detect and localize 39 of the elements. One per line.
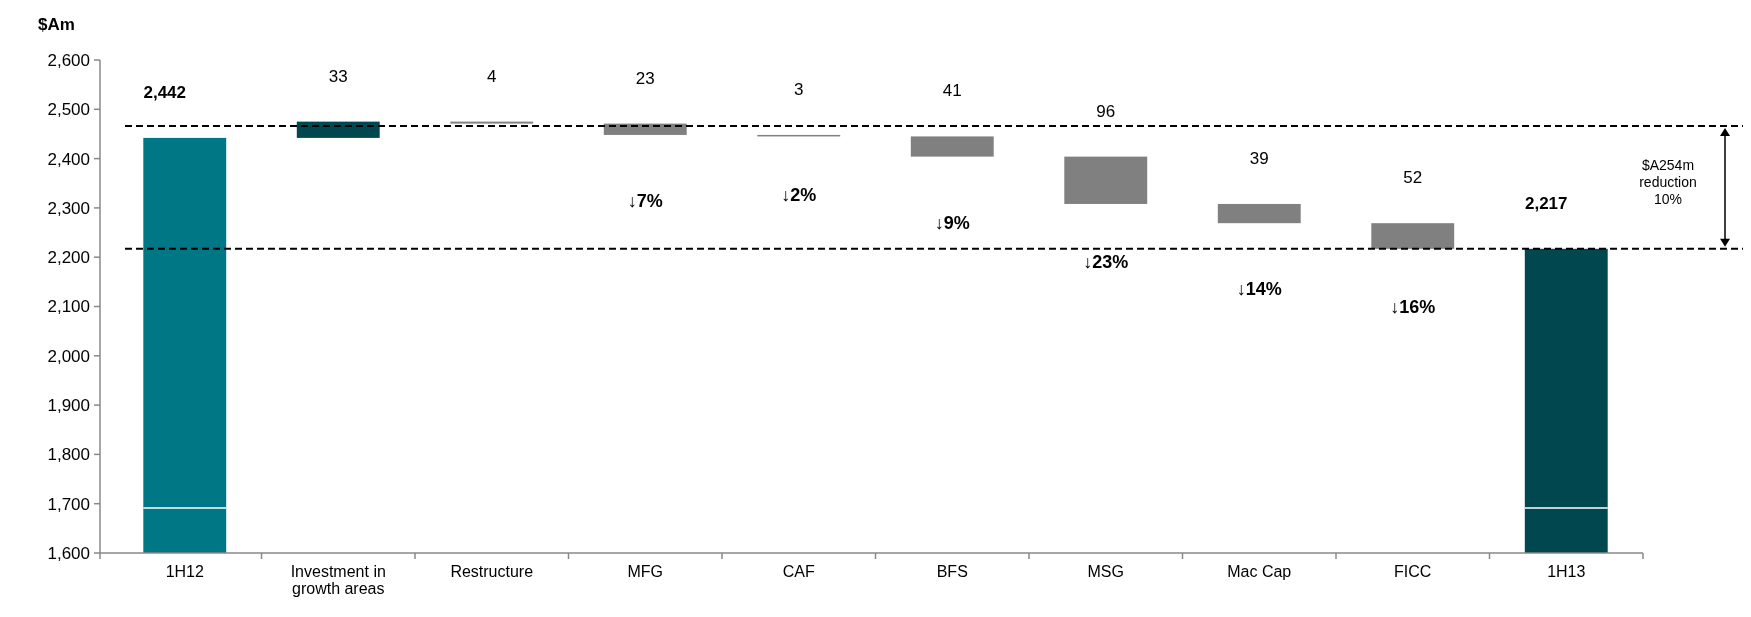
- data-label: 39: [1249, 148, 1269, 168]
- y-tick-label: 1,700: [47, 494, 90, 514]
- annotation: ↓9%: [934, 212, 970, 233]
- x-tick-label: Restructure: [450, 563, 534, 580]
- annotation: ↓2%: [781, 184, 817, 205]
- data-label: 3: [794, 79, 804, 99]
- y-tick-label: 2,400: [47, 149, 90, 169]
- data-label: 96: [1096, 101, 1116, 121]
- data-label: 41: [942, 81, 962, 101]
- annotation: $A254m reduction 10%: [1639, 157, 1697, 208]
- y-tick-label: 2,200: [47, 248, 90, 268]
- annotation: ↓23%: [1083, 252, 1129, 273]
- y-tick-label: 1,900: [47, 396, 90, 416]
- data-label: 33: [328, 66, 348, 86]
- data-label: 52: [1403, 168, 1423, 188]
- x-tick-label: MFG: [627, 563, 664, 580]
- y-tick-label: 2,500: [47, 100, 90, 120]
- x-tick-label: BFS: [936, 563, 968, 580]
- x-tick-label: CAF: [782, 563, 815, 580]
- data-label: 2,217: [1524, 193, 1568, 213]
- y-axis-title: $Am: [38, 15, 75, 34]
- annotation: ↓7%: [627, 191, 663, 212]
- x-tick-label: FICC: [1394, 563, 1432, 580]
- data-label: 2,442: [143, 82, 187, 102]
- x-tick-label: 1H13: [1547, 563, 1586, 580]
- data-label: 4: [487, 66, 497, 86]
- x-tick-label: Investment in growth areas: [290, 563, 386, 597]
- annotation: ↓16%: [1390, 297, 1436, 318]
- x-tick-label: Mac Cap: [1227, 563, 1292, 580]
- y-tick-label: 2,300: [47, 198, 90, 218]
- annotation: ↓14%: [1236, 279, 1282, 300]
- x-tick-label: MSG: [1087, 563, 1124, 580]
- x-tick-label: 1H12: [165, 563, 204, 580]
- y-tick-label: 1,600: [47, 543, 90, 563]
- data-label: 23: [635, 68, 655, 88]
- y-tick-label: 1,800: [47, 445, 90, 465]
- y-tick-label: 2,600: [47, 50, 90, 70]
- y-tick-label: 2,000: [47, 346, 90, 366]
- y-tick-label: 2,100: [47, 297, 90, 317]
